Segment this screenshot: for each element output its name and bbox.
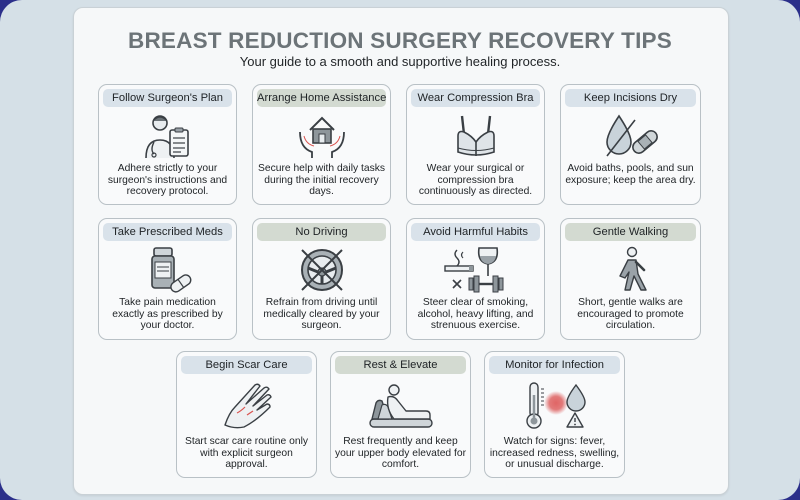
card-title: Take Prescribed Meds <box>103 223 232 241</box>
tip-card-take-prescribed-meds: Take Prescribed Meds Take pain medicatio… <box>98 218 237 340</box>
card-description: Wear your surgical or compression bra co… <box>418 163 533 198</box>
card-description: Avoid baths, pools, and sun exposure; ke… <box>565 163 696 186</box>
card-title: Avoid Harmful Habits <box>411 223 540 241</box>
tip-card-avoid-harmful-habits: Avoid Harmful Habits Steer clear of smok… <box>406 218 545 340</box>
hand-scar-icon <box>177 380 316 432</box>
tip-card-wear-compression-bra: Wear Compression Bra Wear your surgical … <box>406 84 545 205</box>
tip-card-follow-surgeons-plan: Follow Surgeon's Plan Adhere strictly to… <box>98 84 237 205</box>
tip-card-begin-scar-care: Begin Scar Care Start scar care routine … <box>176 351 317 478</box>
card-description: Short, gentle walks are encouraged to pr… <box>577 297 684 332</box>
card-description: Start scar care routine only with explic… <box>184 436 309 471</box>
house-in-hands-icon <box>253 112 390 160</box>
reclining-person-icon <box>331 380 470 432</box>
card-description: Rest frequently and keep your upper body… <box>334 436 467 471</box>
card-title: Arrange Home Assistance <box>257 89 386 107</box>
surgeon-clipboard-icon <box>99 112 236 160</box>
card-title: Gentle Walking <box>565 223 696 241</box>
card-title: Follow Surgeon's Plan <box>103 89 232 107</box>
no-water-bandage-icon <box>561 112 700 160</box>
pill-bottle-icon <box>99 246 236 294</box>
tip-card-gentle-walking: Gentle Walking Short, gentle walks are e… <box>560 218 701 340</box>
card-title: No Driving <box>257 223 386 241</box>
card-title: Keep Incisions Dry <box>565 89 696 107</box>
crossed-steering-wheel-icon <box>253 246 390 294</box>
card-description: Adhere strictly to your surgeon's instru… <box>107 163 228 198</box>
tip-card-no-driving: No Driving Refrain from driving until me… <box>252 218 391 340</box>
walking-person-icon <box>561 246 700 294</box>
tip-card-keep-incisions-dry: Keep Incisions Dry Avoid baths, pools, a… <box>560 84 701 205</box>
tip-card-arrange-home-assistance: Arrange Home Assistance Secure help with… <box>252 84 391 205</box>
card-description: Take pain medication exactly as prescrib… <box>112 297 223 332</box>
card-description: Refrain from driving until medically cle… <box>263 297 380 332</box>
tip-card-monitor-for-infection: Monitor for Infection <box>484 351 625 478</box>
cigarette-wine-dumbbell-icon <box>407 246 544 294</box>
page-title: BREAST REDUCTION SURGERY RECOVERY TIPS <box>128 28 672 53</box>
thermometer-warning-icon <box>485 380 624 432</box>
tip-card-rest-elevate: Rest & Elevate Rest frequently and keep … <box>330 351 471 478</box>
card-description: Steer clear of smoking, alcohol, heavy l… <box>417 297 534 332</box>
page-subtitle: Your guide to a smooth and supportive he… <box>239 54 561 69</box>
card-title: Begin Scar Care <box>181 356 312 374</box>
card-description: Watch for signs: fever, increased rednes… <box>489 436 620 471</box>
card-title: Monitor for Infection <box>489 356 620 374</box>
card-title: Wear Compression Bra <box>411 89 540 107</box>
compression-bra-icon <box>407 112 544 160</box>
card-description: Secure help with daily tasks during the … <box>257 163 386 198</box>
card-title: Rest & Elevate <box>335 356 466 374</box>
